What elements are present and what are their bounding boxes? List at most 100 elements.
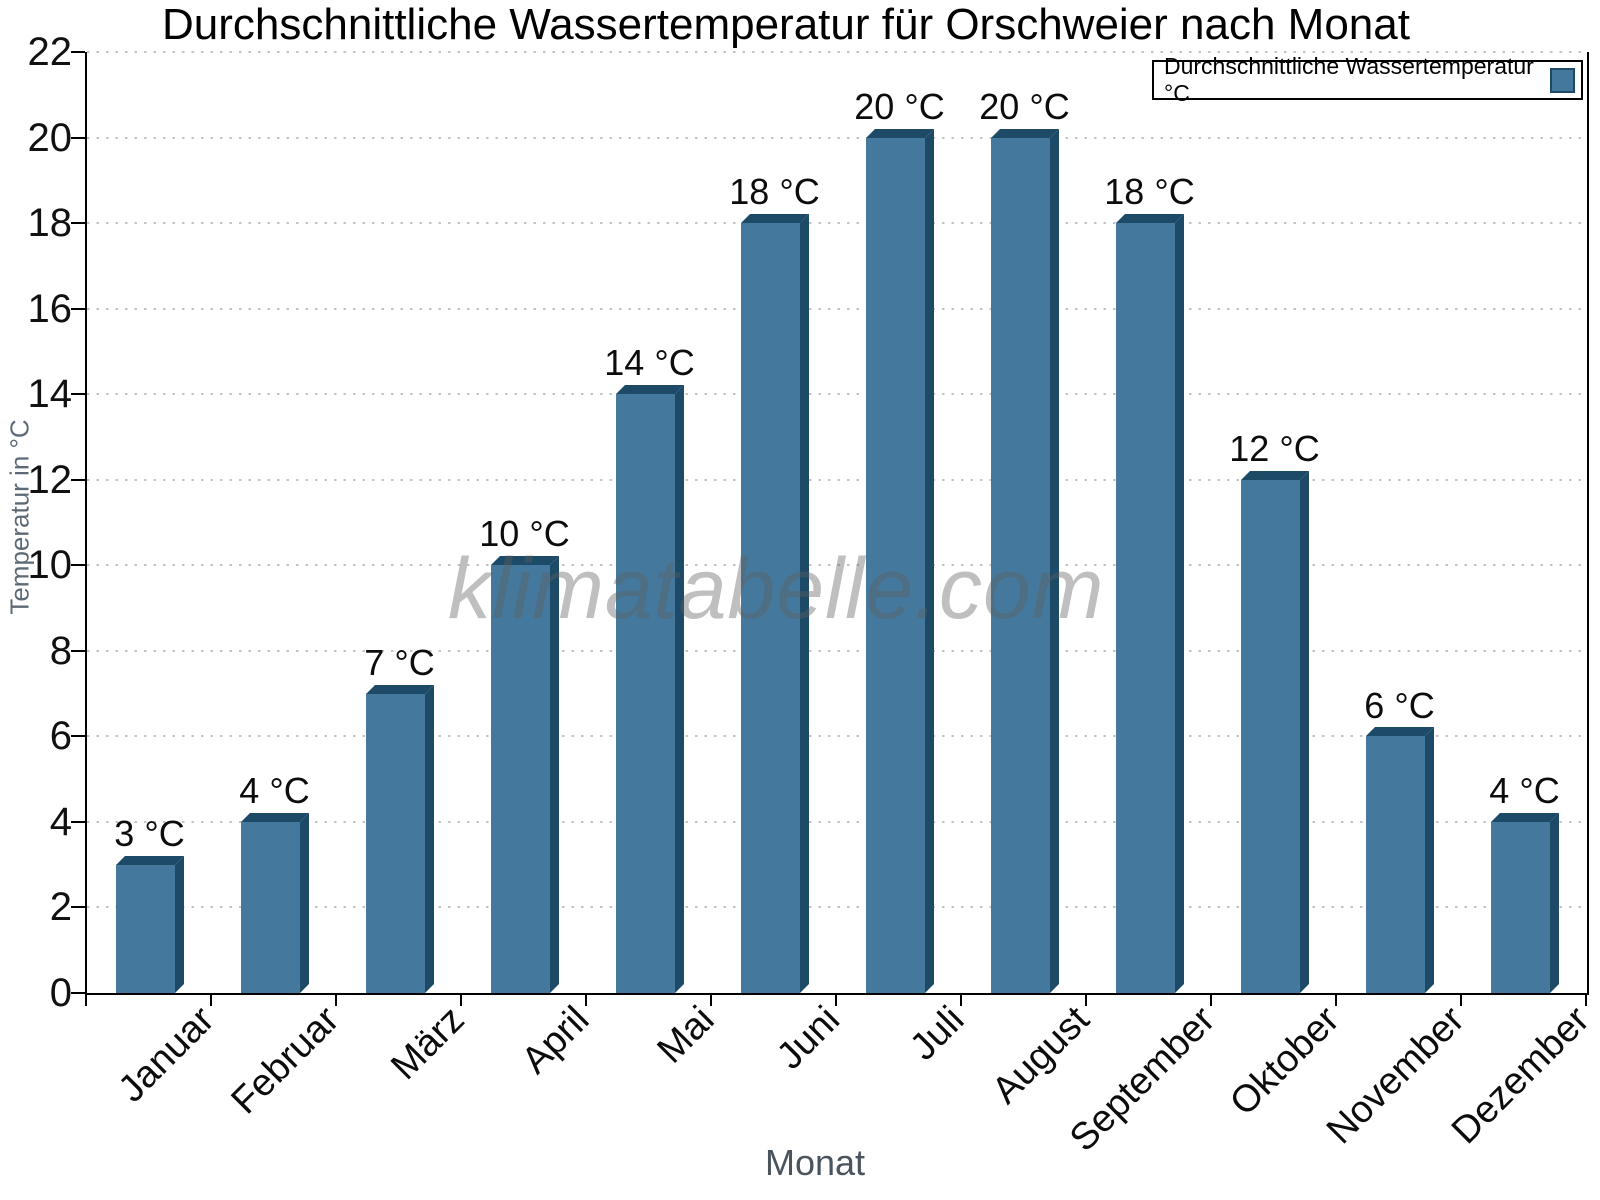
y-axis-tick-label: 4 xyxy=(49,799,72,844)
bar-side-face xyxy=(299,812,309,993)
y-axis-tick-label: 10 xyxy=(27,543,73,588)
gridline xyxy=(87,307,1587,310)
x-tick xyxy=(1085,993,1087,1006)
bar-value-label: 12 °C xyxy=(1229,427,1320,469)
bar xyxy=(1490,812,1559,993)
bar-top-face xyxy=(740,214,809,224)
bar xyxy=(990,128,1059,993)
gridline xyxy=(87,820,1587,823)
y-tick xyxy=(71,307,85,310)
bar-top-face xyxy=(1115,214,1184,224)
y-axis-tick-label: 16 xyxy=(27,286,73,331)
y-axis-tick-label: 22 xyxy=(27,30,73,74)
y-tick xyxy=(71,564,85,567)
x-tick xyxy=(335,993,337,1006)
x-category-label: Juni xyxy=(768,998,848,1078)
bar-side-face xyxy=(174,855,184,993)
legend-swatch xyxy=(1550,67,1575,93)
bar-value-label: 20 °C xyxy=(979,85,1070,127)
bar xyxy=(615,385,684,993)
gridline xyxy=(87,51,1587,53)
x-tick xyxy=(1460,993,1462,1006)
bar-top-face xyxy=(115,855,184,865)
bar-side-face xyxy=(1424,727,1434,993)
y-tick xyxy=(71,992,85,994)
y-tick xyxy=(71,735,85,738)
x-tick xyxy=(85,993,87,1006)
bar-side-face xyxy=(674,385,684,993)
bar xyxy=(740,214,809,993)
y-tick xyxy=(71,478,85,481)
bar xyxy=(1115,214,1184,993)
bar-side-face xyxy=(1299,470,1309,993)
gridline xyxy=(87,649,1587,652)
bar xyxy=(1240,470,1309,993)
x-tick xyxy=(835,993,837,1006)
y-axis-tick-label: 0 xyxy=(49,971,72,1015)
bar xyxy=(240,812,309,993)
bar-value-label: 14 °C xyxy=(604,342,695,384)
x-tick xyxy=(585,993,587,1006)
y-tick xyxy=(71,222,85,225)
y-tick xyxy=(71,393,85,396)
x-category-label: Dezember xyxy=(1444,998,1598,1153)
x-axis-title: Monat xyxy=(764,1142,866,1183)
gridline xyxy=(87,735,1587,738)
y-axis-tick-label: 2 xyxy=(49,885,72,930)
bar xyxy=(1365,727,1434,993)
y-tick xyxy=(71,51,85,53)
y-tick xyxy=(71,820,85,823)
bar-top-face xyxy=(365,684,434,694)
x-category-label: Mai xyxy=(649,998,723,1072)
bar-top-face xyxy=(1490,812,1559,822)
bar-side-face xyxy=(424,684,434,993)
x-tick xyxy=(1335,993,1337,1006)
bar-top-face xyxy=(865,128,934,138)
plot-area: 3 °C 4 °C 7 °C 10 °C 14 °C 18 °C 20 °C 20 °C 18 … xyxy=(85,51,1589,995)
x-tick xyxy=(960,993,962,1006)
bar-top-face xyxy=(1365,727,1434,737)
gridline xyxy=(87,478,1587,481)
legend: Durchschnittliche Wassertemperatur °C xyxy=(1152,53,1583,106)
x-category-label: Februar xyxy=(223,998,348,1123)
bar-side-face xyxy=(1174,214,1184,993)
x-tick xyxy=(710,993,712,1006)
bar-value-label: 4 °C xyxy=(1489,770,1560,812)
y-axis-tick-label: 20 xyxy=(27,115,73,160)
x-tick xyxy=(1585,993,1587,1006)
bar-top-face xyxy=(1240,470,1309,480)
bar-value-label: 18 °C xyxy=(729,171,820,213)
y-tick xyxy=(71,906,85,909)
bar-top-face xyxy=(990,128,1059,138)
bar-value-label: 7 °C xyxy=(364,641,435,683)
y-axis-tick-label: 14 xyxy=(27,372,73,417)
y-axis-tick-label: 6 xyxy=(49,714,72,759)
watermark: klimatabelle.com xyxy=(448,541,1105,637)
bar-value-label: 3 °C xyxy=(114,812,185,854)
x-category-label: Januar xyxy=(110,998,223,1111)
bar-top-face xyxy=(240,812,309,822)
x-category-label: April xyxy=(514,998,598,1083)
x-tick xyxy=(1210,993,1212,1006)
bar-value-label: 10 °C xyxy=(479,513,570,555)
bar xyxy=(865,128,934,993)
bar-value-label: 20 °C xyxy=(854,85,945,127)
x-category-label: Juli xyxy=(902,998,973,1069)
bar-value-label: 4 °C xyxy=(239,770,310,812)
bar xyxy=(115,855,184,993)
x-category-label: März xyxy=(383,998,473,1089)
y-tick xyxy=(71,136,85,139)
x-category-label: August xyxy=(984,998,1098,1112)
y-axis-tick-label: 8 xyxy=(49,628,72,673)
bar-side-face xyxy=(1549,812,1559,993)
x-tick xyxy=(460,993,462,1006)
legend-label: Durchschnittliche Wassertemperatur °C xyxy=(1164,53,1534,106)
y-tick xyxy=(71,649,85,652)
bar xyxy=(365,684,434,993)
gridline xyxy=(87,564,1587,567)
y-axis-tick-label: 12 xyxy=(27,457,73,502)
bar-value-label: 6 °C xyxy=(1364,684,1435,726)
gridline xyxy=(87,906,1587,909)
bar-value-label: 18 °C xyxy=(1104,171,1195,213)
